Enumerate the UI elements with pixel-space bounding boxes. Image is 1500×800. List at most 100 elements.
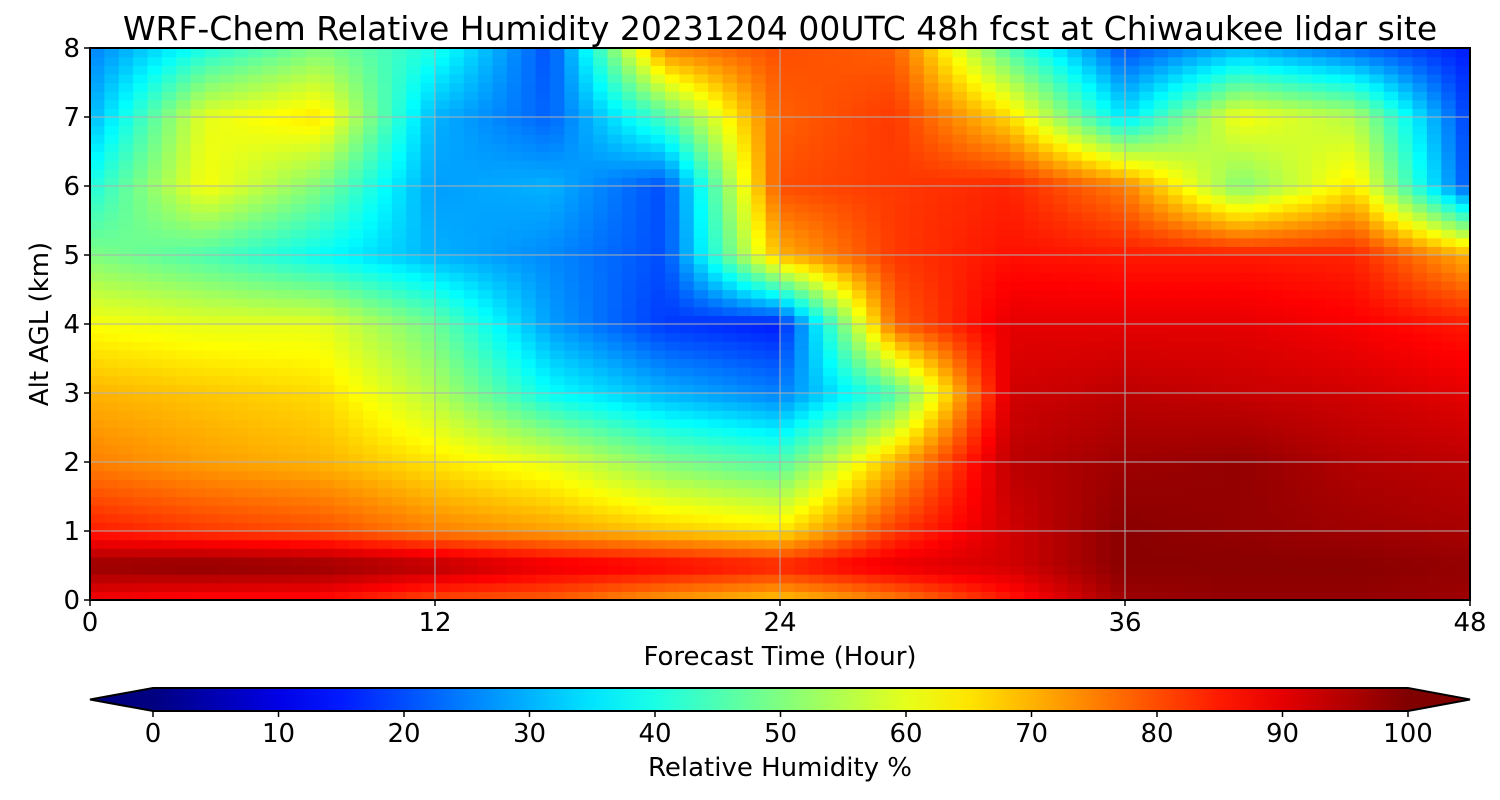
heatmap-cell: [1182, 410, 1198, 420]
heatmap-cell: [420, 324, 436, 334]
heatmap-cell: [1110, 375, 1126, 385]
heatmap-cell: [636, 358, 652, 368]
heatmap-cell: [276, 272, 292, 282]
heatmap-cell: [981, 427, 997, 437]
heatmap-cell: [391, 186, 407, 196]
heatmap-cell: [506, 306, 522, 316]
heatmap-cell: [305, 582, 321, 592]
heatmap-cell: [909, 522, 925, 532]
heatmap-cell: [1081, 255, 1097, 265]
heatmap-cell: [506, 418, 522, 429]
heatmap-cell: [866, 574, 882, 584]
heatmap-cell: [1067, 401, 1083, 411]
heatmap-cell: [1398, 574, 1414, 584]
heatmap-cell: [1096, 211, 1112, 222]
heatmap-cell: [938, 237, 954, 247]
heatmap-cell: [923, 324, 939, 334]
heatmap-cell: [377, 186, 393, 196]
heatmap-cell: [1283, 591, 1299, 601]
heatmap-cell: [1053, 186, 1069, 196]
heatmap-cell: [463, 246, 479, 256]
heatmap-cell: [880, 289, 896, 299]
heatmap-cell: [550, 384, 565, 394]
heatmap-cell: [1398, 306, 1414, 316]
heatmap-cell: [794, 565, 810, 575]
heatmap-cell: [895, 487, 910, 498]
heatmap-cell: [794, 548, 810, 558]
heatmap-cell: [1426, 289, 1442, 299]
heatmap-cell: [1455, 496, 1471, 506]
heatmap-cell: [665, 393, 680, 403]
heatmap-cell: [219, 246, 235, 256]
heatmap-cell: [923, 168, 939, 178]
heatmap-cell: [118, 444, 134, 454]
heatmap-cell: [248, 582, 264, 592]
heatmap-cell: [233, 548, 249, 558]
heatmap-cell: [851, 522, 867, 532]
heatmap-cell: [794, 401, 810, 411]
heatmap-cell: [851, 203, 867, 213]
heatmap-cell: [1096, 522, 1112, 532]
heatmap-cell: [823, 211, 839, 222]
heatmap-cell: [305, 263, 321, 273]
heatmap-cell: [147, 556, 163, 567]
heatmap-cell: [1139, 531, 1155, 541]
heatmap-cell: [765, 522, 781, 532]
heatmap-cell: [320, 479, 335, 489]
heatmap-cell: [248, 444, 264, 454]
heatmap-cell: [966, 556, 982, 567]
heatmap-cell: [291, 272, 307, 282]
heatmap-cell: [736, 289, 752, 299]
heatmap-cell: [665, 220, 680, 230]
heatmap-cell: [1010, 324, 1025, 334]
heatmap-cell: [1240, 582, 1255, 592]
heatmap-cell: [1383, 479, 1399, 489]
heatmap-cell: [391, 574, 407, 584]
heatmap-cell: [808, 160, 824, 170]
heatmap-cell: [291, 246, 307, 256]
heatmap-cell: [521, 332, 537, 342]
heatmap-cell: [1426, 272, 1442, 282]
heatmap-cell: [794, 539, 810, 549]
heatmap-cell: [808, 203, 824, 213]
heatmap-cell: [550, 505, 565, 515]
heatmap-cell: [1326, 548, 1342, 558]
heatmap-cell: [693, 177, 709, 187]
heatmap-cell: [1441, 393, 1457, 403]
heatmap-cell: [1268, 315, 1284, 325]
heatmap-cell: [391, 401, 407, 411]
heatmap-cell: [909, 565, 925, 575]
heatmap-cell: [463, 539, 479, 549]
heatmap-cell: [478, 410, 494, 420]
heatmap-cell: [1326, 479, 1342, 489]
heatmap-cell: [1038, 513, 1054, 523]
heatmap-cell: [348, 496, 364, 506]
heatmap-cell: [1412, 367, 1428, 377]
heatmap-cell: [593, 565, 609, 575]
heatmap-cell: [895, 367, 910, 377]
heatmap-cell: [751, 263, 767, 273]
heatmap-cell: [1240, 160, 1255, 170]
heatmap-cell: [1340, 160, 1356, 170]
heatmap-cell: [593, 315, 609, 325]
heatmap-cell: [492, 401, 508, 411]
heatmap-cell: [233, 263, 249, 273]
heatmap-cell: [1441, 522, 1457, 532]
heatmap-cell: [938, 186, 954, 196]
heatmap-cell: [1010, 194, 1025, 204]
heatmap-cell: [808, 324, 824, 334]
heatmap-cell: [708, 470, 724, 480]
heatmap-cell: [305, 229, 321, 239]
heatmap-cell: [1254, 160, 1270, 170]
heatmap-cell: [1369, 177, 1385, 187]
heatmap-cell: [923, 203, 939, 213]
heatmap-cell: [334, 203, 350, 213]
heatmap-cell: [219, 332, 235, 342]
heatmap-cell: [1412, 539, 1428, 549]
heatmap-cell: [205, 332, 220, 342]
heatmap-cell: [1441, 332, 1457, 342]
heatmap-cell: [1441, 263, 1457, 273]
heatmap-cell: [1254, 168, 1270, 178]
heatmap-cell: [420, 565, 436, 575]
heatmap-cell: [1412, 246, 1428, 256]
